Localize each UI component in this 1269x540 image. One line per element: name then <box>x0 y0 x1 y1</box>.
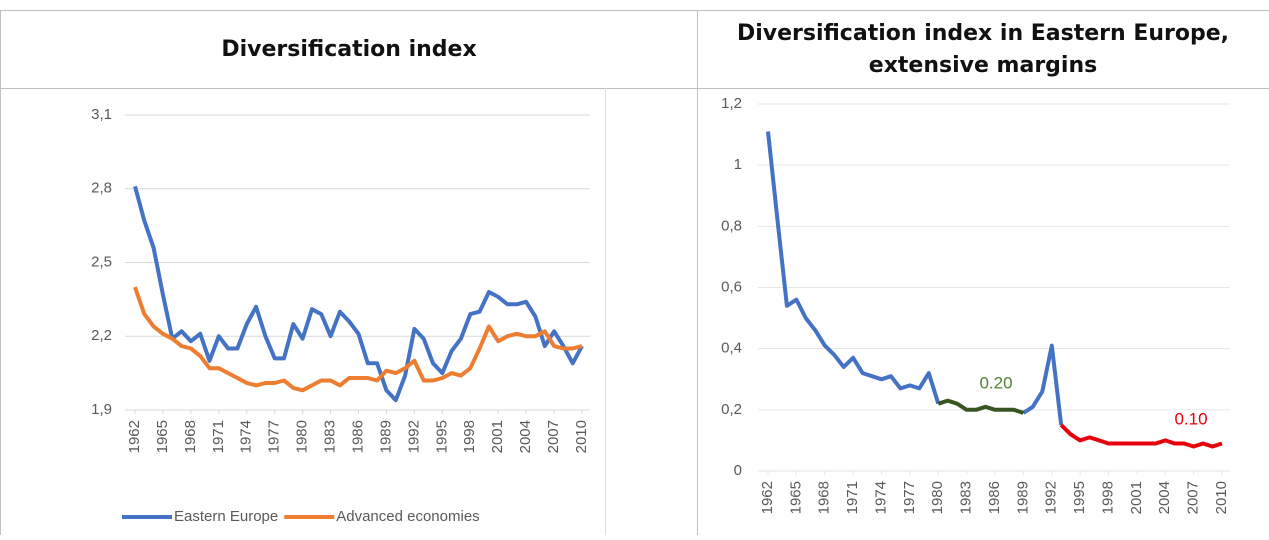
series-line <box>133 286 583 393</box>
series-line <box>766 131 1064 426</box>
x-tick-label: 1983 <box>322 420 339 453</box>
x-tick-label: 1971 <box>844 481 861 514</box>
y-tick-label: 2,2 <box>91 327 112 344</box>
y-tick-label: 3,1 <box>91 106 112 123</box>
title-line: extensive margins <box>869 53 1097 78</box>
x-tick-label: 1986 <box>349 420 366 453</box>
x-tick-label: 1977 <box>901 481 918 514</box>
x-tick-label: 1995 <box>1071 481 1088 514</box>
x-tick-label: 1971 <box>210 420 227 453</box>
x-tick-label: 2007 <box>1185 481 1202 514</box>
y-tick-label: 0 <box>734 462 742 479</box>
y-tick-label: 0,8 <box>721 217 742 234</box>
x-tick-label: 2010 <box>573 420 590 453</box>
x-tick-label: 1977 <box>266 420 283 453</box>
x-tick-label: 2001 <box>489 420 506 453</box>
x-tick-label: 2001 <box>1128 481 1145 514</box>
x-tick-label: 1998 <box>461 420 478 453</box>
x-tick-label: 1962 <box>759 481 776 514</box>
x-tick-label: 1965 <box>154 420 171 453</box>
y-tick-label: 2,5 <box>91 253 112 270</box>
x-tick-label: 1989 <box>377 420 394 453</box>
x-tick-label: 1965 <box>787 481 804 514</box>
x-tick-label: 1980 <box>929 481 946 514</box>
x-tick-label: 2010 <box>1213 481 1230 514</box>
series-line <box>1059 423 1223 449</box>
x-tick-label: 1989 <box>1014 481 1031 514</box>
legend-label: Advanced economies <box>336 508 479 525</box>
y-tick-label: 0,4 <box>721 340 742 357</box>
x-tick-label: 1986 <box>986 481 1003 514</box>
series-line <box>133 185 584 403</box>
x-tick-label: 2004 <box>1156 481 1173 514</box>
y-tick-label: 0,6 <box>721 278 742 295</box>
y-tick-label: 1 <box>734 156 742 173</box>
x-tick-label: 2007 <box>545 420 562 453</box>
y-tick-label: 2,8 <box>91 180 112 197</box>
x-tick-label: 1995 <box>433 420 450 453</box>
legend-label: Eastern Europe <box>174 508 278 525</box>
x-tick-label: 2004 <box>517 420 534 453</box>
y-tick-label: 1,9 <box>91 401 112 418</box>
series-line <box>937 398 1025 415</box>
x-tick-label: 1974 <box>238 420 255 453</box>
x-tick-label: 1974 <box>872 481 889 514</box>
x-tick-label: 1968 <box>182 420 199 453</box>
x-tick-label: 1998 <box>1099 481 1116 514</box>
x-tick-label: 1992 <box>405 420 422 453</box>
x-tick-label: 1962 <box>126 420 143 453</box>
title-line: Diversification index in Eastern Europe, <box>737 21 1229 46</box>
chart-title: Diversification index <box>221 37 476 62</box>
x-tick-label: 1983 <box>958 481 975 514</box>
y-tick-label: 0,2 <box>721 401 742 418</box>
x-tick-label: 1980 <box>294 420 311 453</box>
y-tick-label: 1,2 <box>721 95 742 112</box>
annotation: 0.20 <box>979 373 1012 392</box>
annotation: 0.10 <box>1174 409 1207 428</box>
x-tick-label: 1992 <box>1043 481 1060 514</box>
chart-title: Diversification index in Eastern Europe,… <box>737 21 1229 78</box>
x-tick-label: 1968 <box>816 481 833 514</box>
